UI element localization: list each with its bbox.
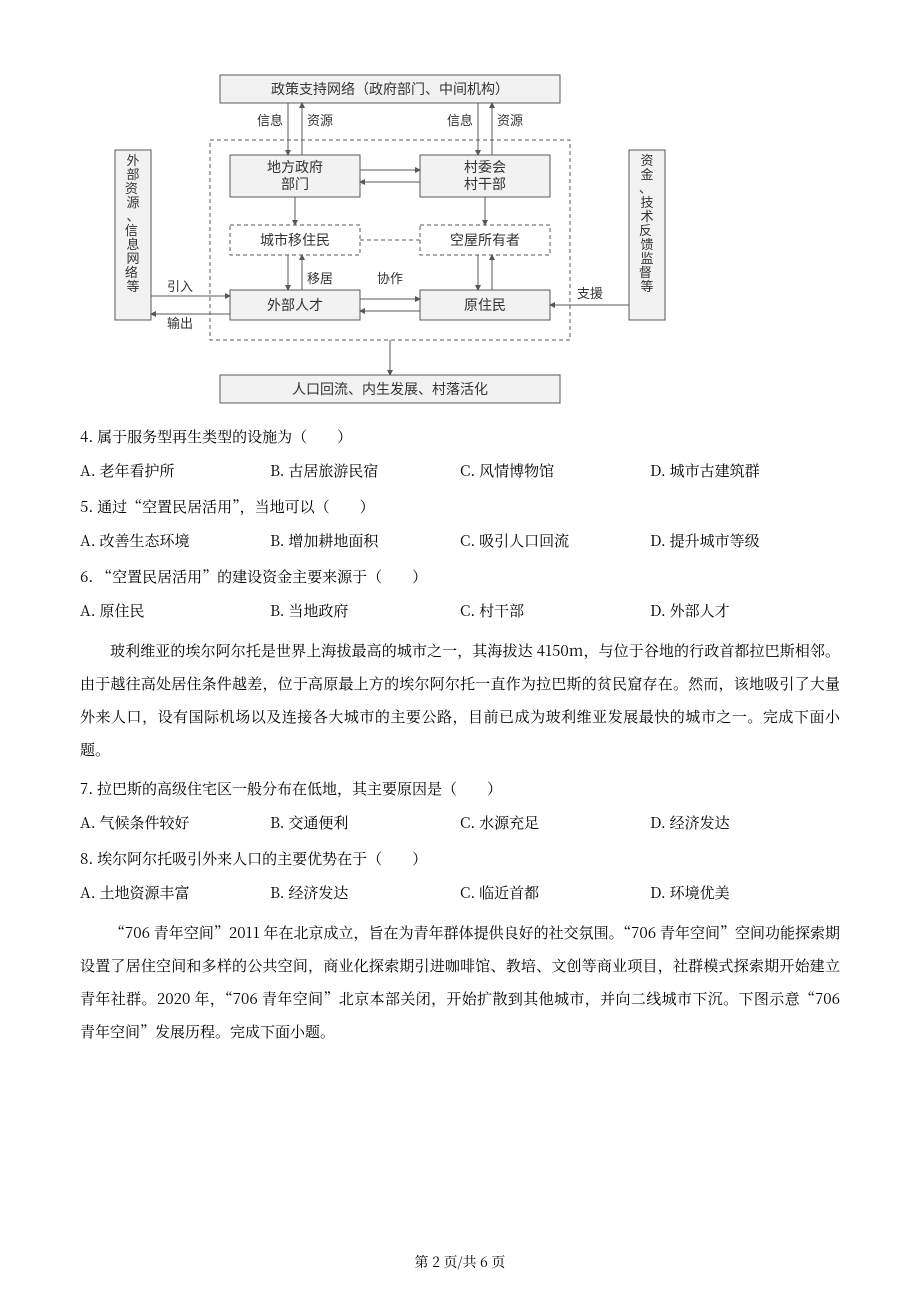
bottom-label: 人口回流、内生发展、村落活化 xyxy=(292,382,488,398)
q8-opt-d[interactable]: D. 环境优美 xyxy=(650,878,840,908)
q6-opt-c[interactable]: C. 村干部 xyxy=(460,596,650,626)
migrant-label: 城市移住民 xyxy=(260,232,330,249)
passage-1: 玻利维亚的埃尔阿尔托是世界上海拔最高的城市之一，其海拔达 4150m，与位于谷地… xyxy=(80,634,840,766)
q7-opt-c[interactable]: C. 水源充足 xyxy=(460,808,650,838)
edge-info-b: 信息 xyxy=(447,113,473,128)
leftv-label: 外部资 源、信 息网络 等 xyxy=(125,153,141,294)
q8-options: A. 土地资源丰富 B. 经济发达 C. 临近首都 D. 环境优美 xyxy=(80,878,840,908)
q6-options: A. 原住民 B. 当地政府 C. 村干部 D. 外部人才 xyxy=(80,596,840,626)
page-footer: 第 2 页/共 6 页 xyxy=(0,1252,920,1272)
q7-stem: 7. 拉巴斯的高级住宅区一般分布在低地，其主要原因是（ ） xyxy=(80,774,840,804)
q5-options: A. 改善生态环境 B. 增加耕地面积 C. 吸引人口回流 D. 提升城市等级 xyxy=(80,526,840,556)
edge-support: 支援 xyxy=(577,286,603,301)
q6-opt-a[interactable]: A. 原住民 xyxy=(80,596,270,626)
vc-label-a: 村委会 xyxy=(464,160,506,176)
q6-opt-d[interactable]: D. 外部人才 xyxy=(650,596,840,626)
top-box-label: 政策支持网络（政府部门、中间机构） xyxy=(271,81,509,98)
q4-opt-b[interactable]: B. 古居旅游民宿 xyxy=(270,456,460,486)
q7-options: A. 气候条件较好 B. 交通便利 C. 水源充足 D. 经济发达 xyxy=(80,808,840,838)
edge-migrate: 移居 xyxy=(307,271,333,286)
q5-stem: 5. 通过“空置民居活用”，当地可以（ ） xyxy=(80,492,840,522)
edge-res-a: 资源 xyxy=(307,113,333,128)
vc-label-b: 村干部 xyxy=(464,177,506,193)
edge-info-a: 信息 xyxy=(257,113,283,128)
q4-stem: 4. 属于服务型再生类型的设施为（ ） xyxy=(80,422,840,452)
ext-label: 外部人才 xyxy=(267,298,323,314)
q8-opt-a[interactable]: A. 土地资源丰富 xyxy=(80,878,270,908)
passage-2: “706 青年空间”2011 年在北京成立，旨在为青年群体提供良好的社交氛围。“… xyxy=(80,916,840,1048)
q7-opt-d[interactable]: D. 经济发达 xyxy=(650,808,840,838)
q4-opt-c[interactable]: C. 风情博物馆 xyxy=(460,456,650,486)
q4-options: A. 老年看护所 B. 古居旅游民宿 C. 风情博物馆 D. 城市古建筑群 xyxy=(80,456,840,486)
q5-opt-c[interactable]: C. 吸引人口回流 xyxy=(460,526,650,556)
q6-stem: 6. “空置民居活用”的建设资金主要来源于（ ） xyxy=(80,562,840,592)
edge-coop: 协作 xyxy=(377,271,403,286)
q5-opt-d[interactable]: D. 提升城市等级 xyxy=(650,526,840,556)
flowchart: 政策支持网络（政府部门、中间机构） 外部资 源、信 息网络 等 资金、 技术反 … xyxy=(110,70,670,410)
rightv-label: 资金、 技术反 馈监督 等 xyxy=(639,153,655,294)
gov-label-b: 部门 xyxy=(281,177,309,193)
q4-opt-d[interactable]: D. 城市古建筑群 xyxy=(650,456,840,486)
q8-stem: 8. 埃尔阿尔托吸引外来人口的主要优势在于（ ） xyxy=(80,844,840,874)
edge-out: 输出 xyxy=(167,316,193,331)
q8-opt-b[interactable]: B. 经济发达 xyxy=(270,878,460,908)
edge-in: 引入 xyxy=(167,279,193,294)
q5-opt-b[interactable]: B. 增加耕地面积 xyxy=(270,526,460,556)
q7-opt-a[interactable]: A. 气候条件较好 xyxy=(80,808,270,838)
diagram-container: 政策支持网络（政府部门、中间机构） 外部资 源、信 息网络 等 资金、 技术反 … xyxy=(110,70,670,410)
q8-opt-c[interactable]: C. 临近首都 xyxy=(460,878,650,908)
q7-opt-b[interactable]: B. 交通便利 xyxy=(270,808,460,838)
edge-res-b: 资源 xyxy=(497,113,523,128)
native-label: 原住民 xyxy=(464,298,506,314)
q6-opt-b[interactable]: B. 当地政府 xyxy=(270,596,460,626)
owner-label: 空屋所有者 xyxy=(450,233,520,249)
gov-label-a: 地方政府 xyxy=(267,160,323,176)
q5-opt-a[interactable]: A. 改善生态环境 xyxy=(80,526,270,556)
q4-opt-a[interactable]: A. 老年看护所 xyxy=(80,456,270,486)
